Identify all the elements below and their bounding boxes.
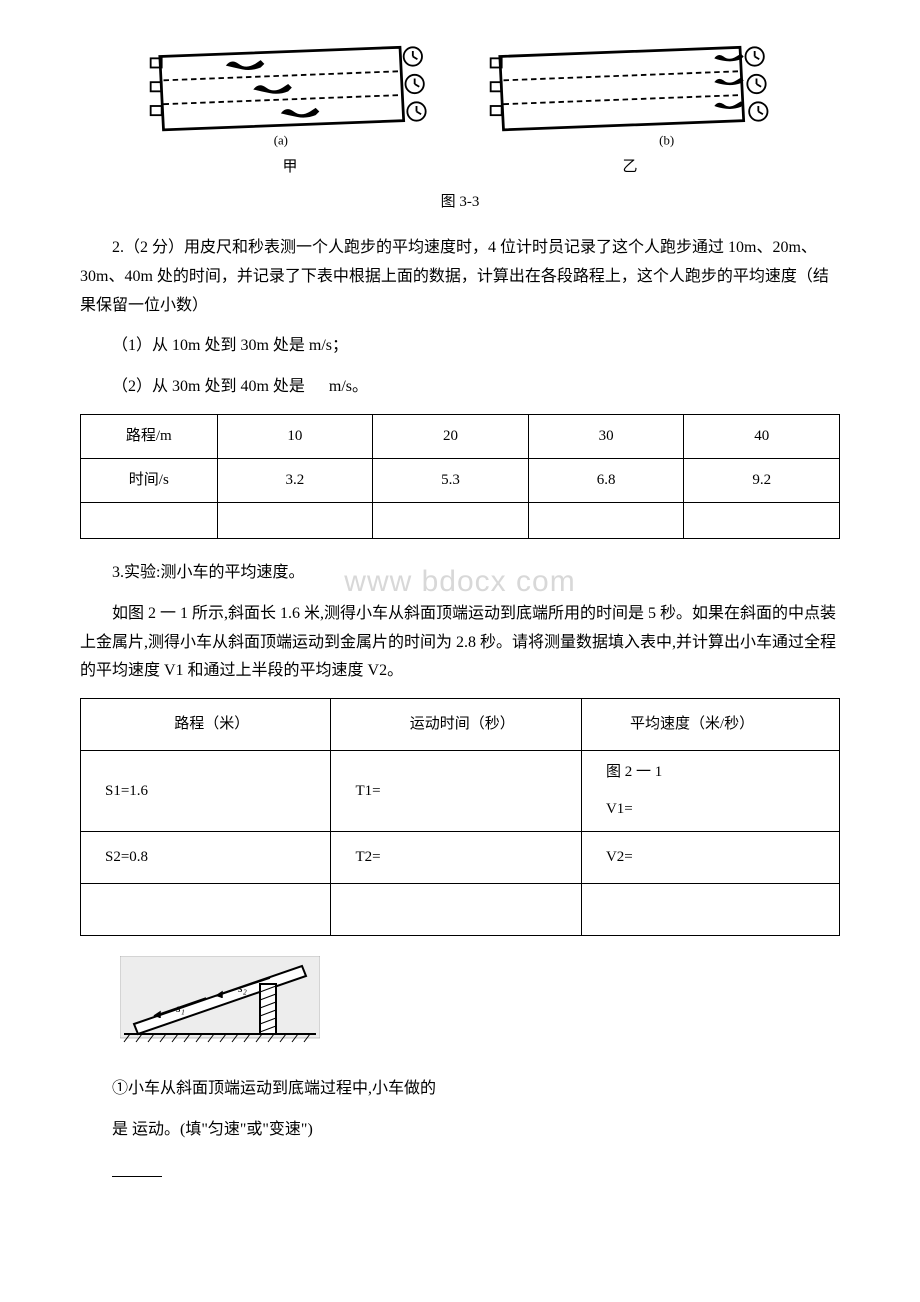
- cell: T1=: [331, 751, 581, 832]
- figure-3-3-caption: 图 3-3: [80, 189, 840, 216]
- ramp-figure: s₁ s₂: [120, 956, 840, 1057]
- cell: 6.8: [528, 458, 684, 502]
- pool-b-svg: (b): [475, 40, 785, 150]
- q2-intro: 2.（2 分）用皮尺和秒表测一个人跑步的平均速度时，4 位计时员记录了这个人跑步…: [80, 234, 840, 320]
- q2-sub2: （2）从 30m 处到 40m 处是 m/s。: [80, 373, 840, 402]
- q3-body: 如图 2 一 1 所示,斜面长 1.6 米,测得小车从斜面顶端运动到底端所用的时…: [80, 600, 840, 686]
- table-row: [81, 502, 840, 538]
- table-row: S1=1.6 T1= 图 2 一 1 V1=: [81, 751, 840, 832]
- cell: [581, 884, 839, 936]
- cell: [331, 884, 581, 936]
- cell: 平均速度（米/秒）: [581, 699, 839, 751]
- table-row: [81, 884, 840, 936]
- cell-line: 图 2 一 1: [606, 759, 827, 786]
- q2-table: 路程/m 10 20 30 40 时间/s 3.2 5.3 6.8 9.2: [80, 414, 840, 539]
- cell: 3.2: [217, 458, 373, 502]
- cell: 9.2: [684, 458, 840, 502]
- h3-text: 平均速度（米/秒）: [606, 711, 827, 738]
- sub-b: (b): [659, 134, 674, 148]
- q3-title: 3.实验:测小车的平均速度。: [80, 559, 840, 588]
- cell: [373, 502, 529, 538]
- cell: 40: [684, 414, 840, 458]
- q2-sub1: （1）从 10m 处到 30m 处是 m/s；: [80, 332, 840, 361]
- q3-table: 路程（米） 运动时间（秒） 平均速度（米/秒） S1=1.6 T1= 图 2 一…: [80, 698, 840, 936]
- pool-a-svg: (a): [135, 40, 445, 150]
- cell: [217, 502, 373, 538]
- cell: V2=: [581, 832, 839, 884]
- table-row: 时间/s 3.2 5.3 6.8 9.2: [81, 458, 840, 502]
- cell: 20: [373, 414, 529, 458]
- cell: 30: [528, 414, 684, 458]
- cell: 运动时间（秒）: [331, 699, 581, 751]
- table-row: 路程（米） 运动时间（秒） 平均速度（米/秒）: [81, 699, 840, 751]
- cell-line: V1=: [606, 796, 827, 823]
- answer-blank-line: [112, 1159, 162, 1177]
- cell: 时间/s: [81, 458, 218, 502]
- figure-a: (a) 甲: [135, 40, 445, 181]
- cell: [684, 502, 840, 538]
- figure-a-label: 甲: [282, 154, 297, 181]
- cell: 5.3: [373, 458, 529, 502]
- cell: S2=0.8: [81, 832, 331, 884]
- figure-b: (b) 乙: [475, 40, 785, 181]
- cell: 10: [217, 414, 373, 458]
- svg-text:s₁: s₁: [176, 1001, 185, 1015]
- figure-b-label: 乙: [622, 154, 637, 181]
- figure-3-3-row: (a) 甲 (b) 乙: [80, 40, 840, 181]
- q2-sub2-unit: m/s。: [329, 378, 368, 395]
- q2-sub2-text: （2）从 30m 处到 40m 处是: [112, 378, 305, 395]
- svg-text:s₂: s₂: [238, 981, 247, 995]
- table-row: S2=0.8 T2= V2=: [81, 832, 840, 884]
- cell: T2=: [331, 832, 581, 884]
- sub-a: (a): [274, 134, 288, 148]
- cell: 路程/m: [81, 414, 218, 458]
- cell: 图 2 一 1 V1=: [581, 751, 839, 832]
- cell: [81, 884, 331, 936]
- cell: [528, 502, 684, 538]
- q3-sub1-line2: 是 运动。(填"匀速"或"变速"): [80, 1116, 840, 1145]
- ramp-svg: s₁ s₂: [120, 956, 320, 1046]
- table-row: 路程/m 10 20 30 40: [81, 414, 840, 458]
- cell: 路程（米）: [81, 699, 331, 751]
- q3-sub1-line1: ①小车从斜面顶端运动到底端过程中,小车做的: [80, 1075, 840, 1104]
- cell: [81, 502, 218, 538]
- cell: S1=1.6: [81, 751, 331, 832]
